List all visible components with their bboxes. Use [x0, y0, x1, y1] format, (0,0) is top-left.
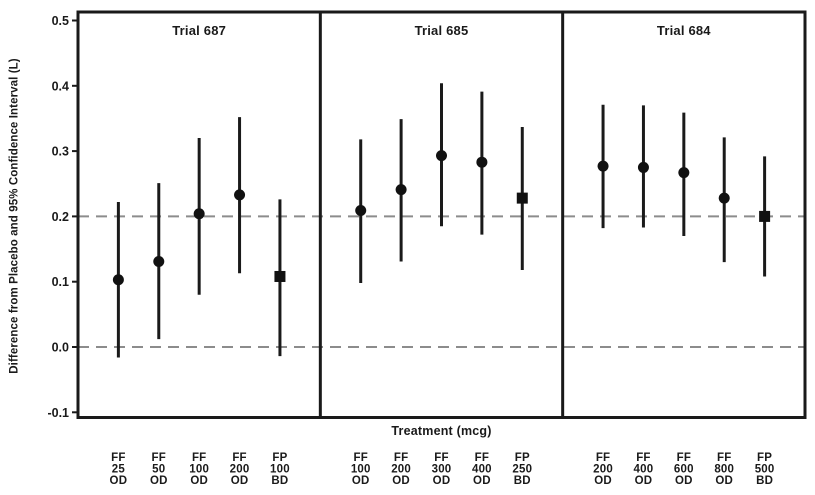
x-tick-label: FF 100 OD [189, 452, 209, 487]
x-tick-label: FF 200 OD [230, 452, 250, 487]
estimate-marker-square [759, 210, 771, 222]
estimate-marker-circle [436, 150, 447, 162]
x-tick-label: FF 200 OD [391, 452, 411, 487]
x-tick-label: FF 400 OD [634, 452, 654, 487]
estimate-marker-circle [718, 192, 730, 204]
estimate-marker-circle [153, 255, 165, 267]
x-tick-label: FP 500 BD [755, 452, 775, 487]
estimate-marker-circle [395, 184, 407, 196]
y-tick-label: 0.5 [52, 14, 69, 28]
panel-title-trial-687: Trial 687 [172, 23, 227, 38]
x-tick-label: FF 50 OD [150, 452, 168, 487]
x-tick-label: FF 600 OD [674, 452, 694, 487]
estimate-marker-circle [112, 274, 124, 286]
y-axis-title: Difference from Placebo and 95% Confiden… [9, 58, 21, 374]
y-tick-label: 0.0 [52, 341, 69, 355]
y-tick-label: 0.3 [52, 145, 69, 159]
y-axis-title-wrap: Difference from Placebo and 95% Confiden… [2, 0, 28, 432]
x-tick-label: FF 800 OD [714, 452, 734, 487]
x-axis-title: Treatment (mcg) [391, 424, 492, 438]
x-tick-label: FP 250 BD [512, 452, 532, 487]
x-tick-label: FP 100 BD [270, 452, 290, 487]
y-tick-label: 0.2 [52, 210, 69, 224]
y-tick-label: 0.4 [52, 79, 69, 93]
estimate-marker-square [274, 270, 286, 282]
y-tick-label: 0.1 [52, 275, 69, 289]
y-tick-label: -0.1 [47, 406, 69, 420]
estimate-marker-circle [193, 208, 205, 220]
panel-titles-row: Trial 687 Trial 685 Trial 684 [78, 23, 805, 38]
x-tick-label: FF 300 OD [432, 452, 452, 487]
estimate-marker-circle [476, 156, 488, 168]
x-tick-label: FF 200 OD [593, 452, 613, 487]
estimate-marker-circle [597, 160, 609, 172]
estimate-marker-circle [355, 205, 367, 217]
estimate-marker-circle [234, 189, 246, 201]
x-tick-label: FF 100 OD [351, 452, 371, 487]
panel-title-trial-684: Trial 684 [656, 23, 711, 38]
x-tick-label: FF 25 OD [110, 452, 128, 487]
panel-title-trial-685: Trial 685 [414, 23, 469, 38]
x-tick-label: FF 400 OD [472, 452, 492, 487]
plot-frame [76, 10, 807, 419]
estimate-marker-circle [637, 161, 649, 173]
estimate-marker-circle [678, 167, 690, 179]
estimate-marker-square [516, 192, 528, 204]
